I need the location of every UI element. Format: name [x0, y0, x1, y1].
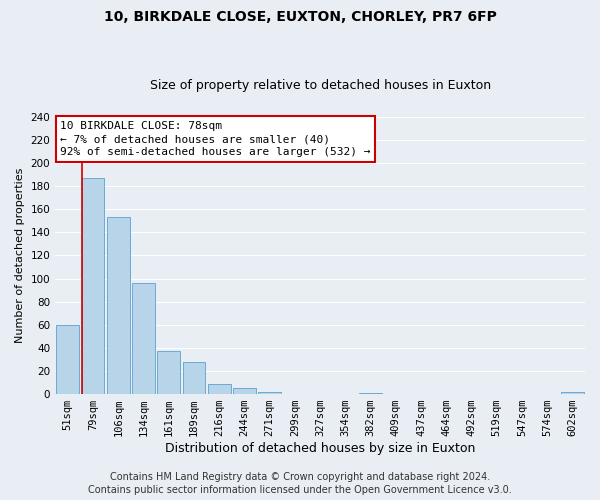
Text: Contains HM Land Registry data © Crown copyright and database right 2024.
Contai: Contains HM Land Registry data © Crown c… [88, 472, 512, 495]
Bar [561, 392, 584, 394]
Bar [258, 392, 281, 394]
Text: 10, BIRKDALE CLOSE, EUXTON, CHORLEY, PR7 6FP: 10, BIRKDALE CLOSE, EUXTON, CHORLEY, PR7… [104, 10, 496, 24]
Bar [182, 362, 205, 394]
Bar [56, 325, 79, 394]
Bar [82, 178, 104, 394]
Bar [208, 384, 230, 394]
Bar [359, 393, 382, 394]
Y-axis label: Number of detached properties: Number of detached properties [15, 168, 25, 343]
Bar [233, 388, 256, 394]
Bar [107, 218, 130, 394]
Text: 10 BIRKDALE CLOSE: 78sqm
← 7% of detached houses are smaller (40)
92% of semi-de: 10 BIRKDALE CLOSE: 78sqm ← 7% of detache… [61, 121, 371, 158]
X-axis label: Distribution of detached houses by size in Euxton: Distribution of detached houses by size … [165, 442, 475, 455]
Bar [132, 283, 155, 394]
Bar [157, 352, 180, 394]
Title: Size of property relative to detached houses in Euxton: Size of property relative to detached ho… [149, 79, 491, 92]
